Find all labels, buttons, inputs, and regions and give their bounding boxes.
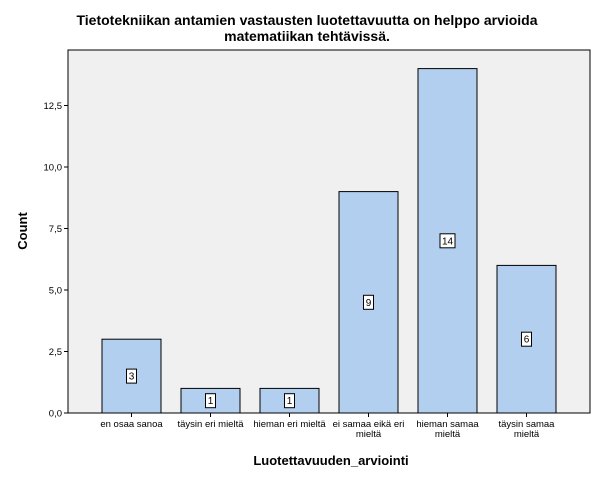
y-tick-label: 12,5 [44,101,63,112]
chart-title-line-1: Tietotekniikan antamien vastausten luote… [76,12,537,28]
y-tick-label: 2,5 [49,347,62,358]
y-tick-label: 10,0 [44,163,63,174]
y-tick-label: 5,0 [49,286,62,297]
data-label-box [363,294,374,310]
y-tick-label: 0,0 [49,409,62,420]
data-label: 3 [129,372,135,383]
data-label-box [205,393,216,409]
data-label-box [439,233,456,249]
x-tick-label: mieltä [356,429,382,440]
data-label-box [284,393,295,409]
x-tick-label: en osaa sanoa [100,419,163,430]
x-axis-label: Luotettavuuden_arviointi [253,453,408,468]
data-label: 14 [442,236,454,247]
data-label: 9 [366,298,372,309]
y-axis: 0,0 2,5 5,0 7,5 10,0 12,5 [44,101,68,420]
data-label-box [126,368,137,384]
x-tick-label: hieman samaa [416,419,479,430]
x-tick-label: täysin eri mieltä [178,419,245,430]
data-label: 1 [287,396,293,407]
data-label: 6 [524,335,530,346]
data-label-box [521,331,532,347]
x-axis: en osaa sanoa täysin eri mieltä hieman eri… [100,413,555,440]
chart-title-line-2: matematiikan tehtävissä. [224,28,390,44]
data-label: 1 [208,396,214,407]
x-tick-label: täysin samaa [499,419,556,430]
y-tick-label: 7,5 [49,224,62,235]
x-tick-label: mieltä [514,429,540,440]
chart-title: Tietotekniikan antamien vastausten luote… [76,12,537,44]
y-axis-label: Count [15,212,30,250]
x-tick-label: mieltä [435,429,461,440]
x-tick-label: hieman eri mieltä [253,419,326,430]
x-tick-label: ei samaa eikä eri [333,419,405,430]
bars: 3 1 1 9 14 6 [101,68,557,414]
